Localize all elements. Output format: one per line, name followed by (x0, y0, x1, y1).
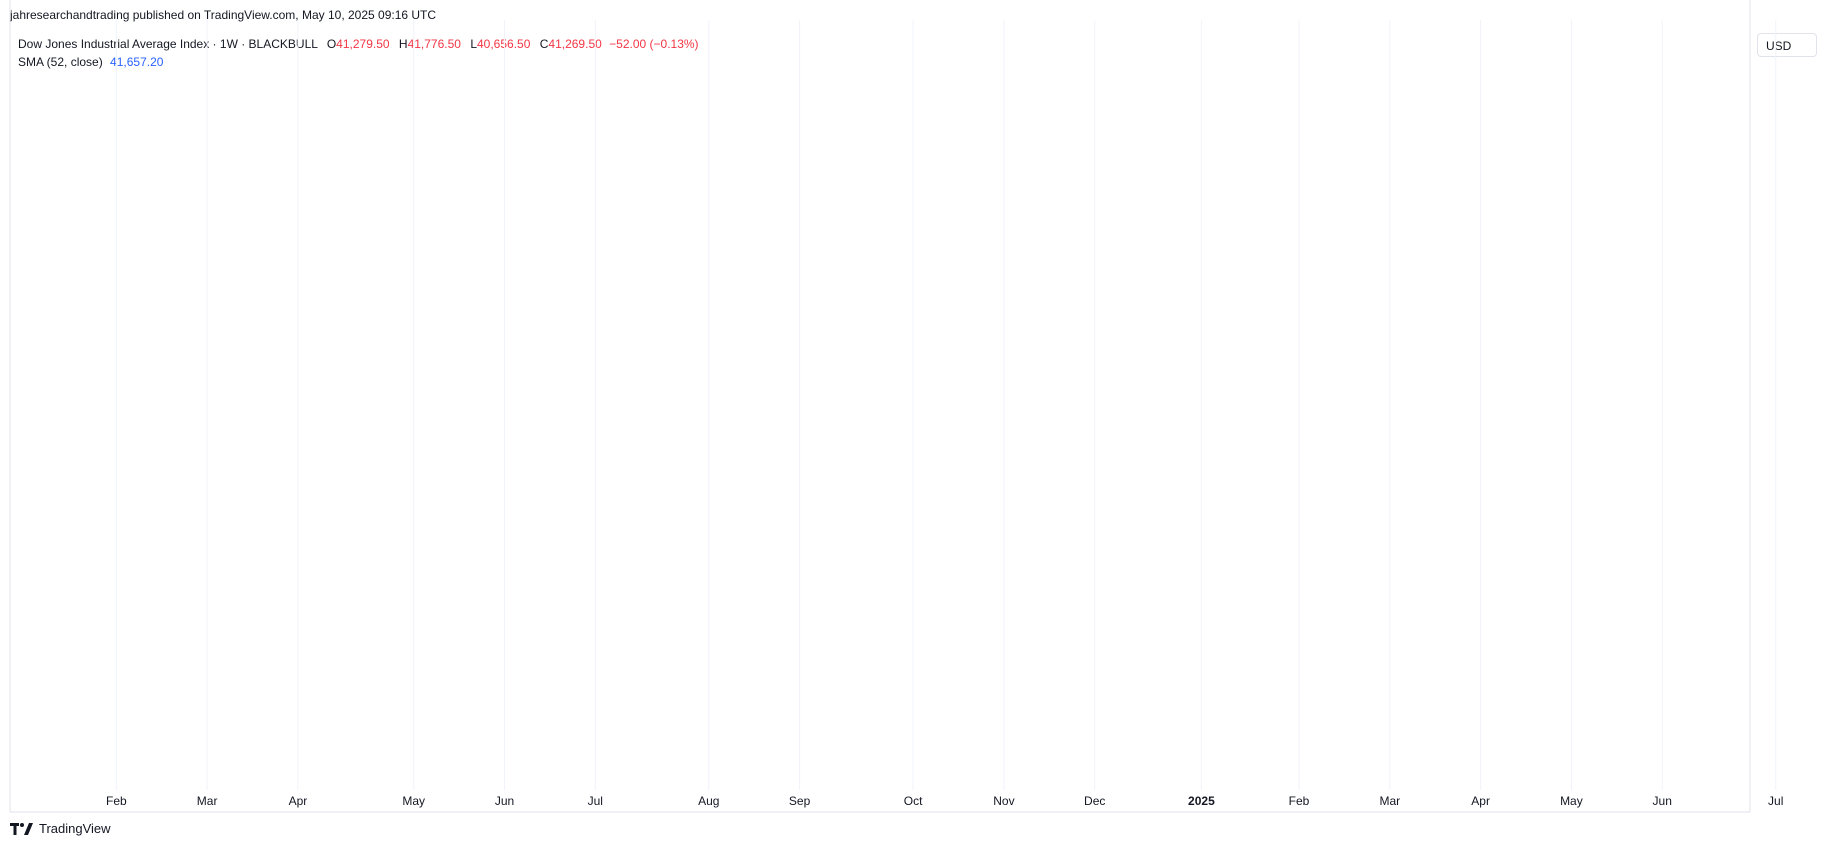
open-value: 41,279.50 (336, 37, 390, 51)
time-tick-label: Oct (904, 794, 923, 808)
close-label: C (539, 37, 549, 51)
time-tick-label: Apr (1471, 794, 1490, 808)
footer-brand[interactable]: TradingView (10, 821, 111, 836)
sma-label[interactable]: SMA (52, close) (18, 55, 103, 69)
low-value: 40,656.50 (477, 37, 531, 51)
sma-value: 41,657.20 (110, 55, 164, 69)
time-tick-label: Mar (197, 794, 218, 808)
time-tick-label: Jun (495, 794, 514, 808)
high-value: 41,776.50 (407, 37, 461, 51)
time-tick-label: Apr (289, 794, 308, 808)
time-tick-label: 2025 (1188, 794, 1215, 808)
close-value: 41,269.50 (548, 37, 602, 51)
time-tick-label: Feb (1289, 794, 1310, 808)
time-tick-label: Jul (588, 794, 603, 808)
high-label: H (398, 37, 408, 51)
instrument-title[interactable]: Dow Jones Industrial Average Index · 1W … (18, 37, 318, 51)
published-line: jahresearchandtrading published on Tradi… (10, 8, 437, 22)
time-tick-label: Jun (1653, 794, 1672, 808)
time-tick-label: Dec (1084, 794, 1105, 808)
sma-row: SMA (52, close) 41,657.20 (18, 53, 699, 71)
currency-button[interactable]: USD (1757, 33, 1817, 57)
time-tick-label: Mar (1379, 794, 1400, 808)
low-label: L (470, 37, 477, 51)
footer-brand-text: TradingView (39, 821, 111, 836)
ohlc-row: Dow Jones Industrial Average Index · 1W … (18, 35, 699, 53)
time-tick-label: May (1560, 794, 1583, 808)
change-value: −52.00 (−0.13%) (609, 37, 699, 51)
time-tick-label: Feb (106, 794, 127, 808)
time-tick-label: Nov (993, 794, 1014, 808)
time-tick-label: Jul (1768, 794, 1783, 808)
time-tick-label: Aug (698, 794, 719, 808)
tradingview-logo-icon (10, 822, 33, 835)
open-label: O (326, 37, 337, 51)
time-tick-label: Sep (789, 794, 811, 808)
legend: Dow Jones Industrial Average Index · 1W … (18, 35, 699, 71)
time-tick-label: May (402, 794, 425, 808)
